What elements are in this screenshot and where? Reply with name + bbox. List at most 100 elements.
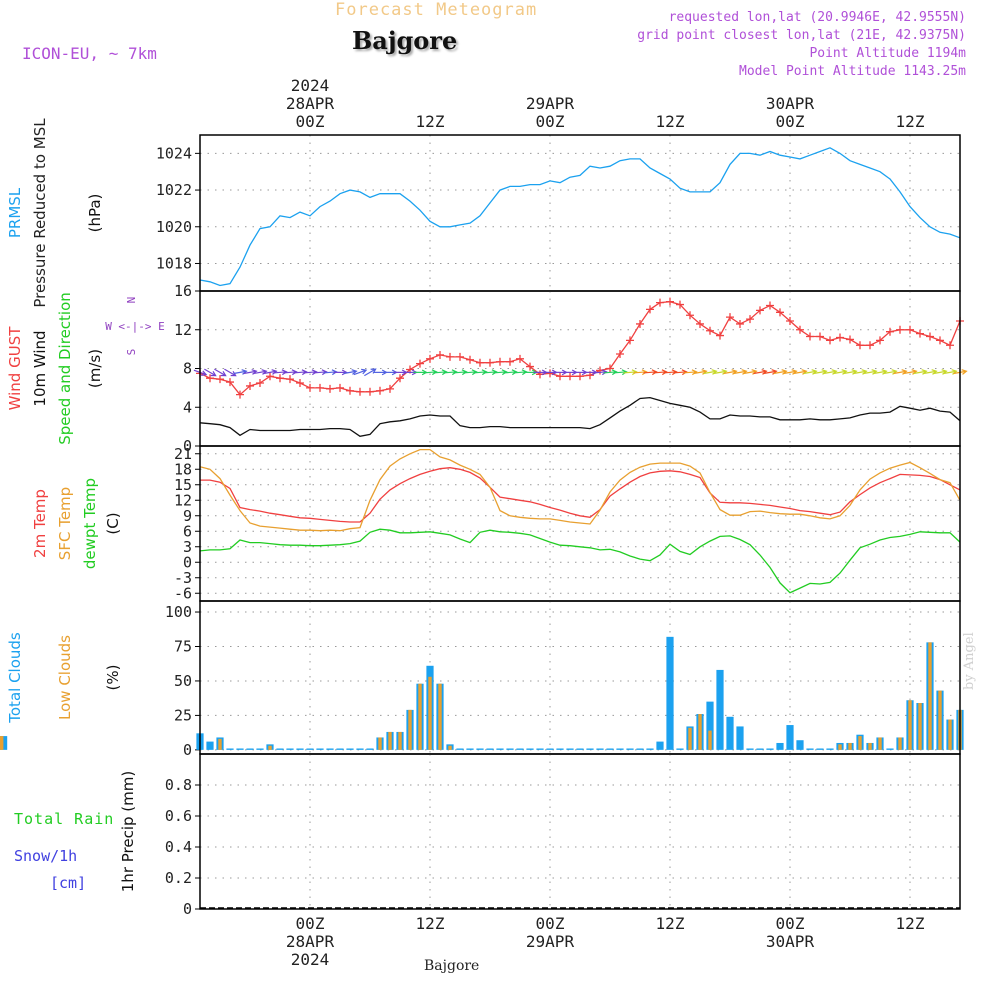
wind-arrow-head <box>671 369 678 376</box>
wind-arrow <box>623 369 638 376</box>
cloud-bar-total <box>556 748 564 750</box>
gust-marker <box>666 297 674 306</box>
series-line-dewpt-temp <box>199 528 961 594</box>
time-label-top: 28APR <box>286 94 335 113</box>
y-tick-label: 15 <box>174 476 192 494</box>
unit-label: (hPa) <box>86 194 104 233</box>
y-tick-label: 0.6 <box>165 807 192 825</box>
gust-marker <box>316 383 324 392</box>
cloud-bar-total <box>286 748 294 750</box>
wind-arrow-head <box>230 371 237 377</box>
wind-arrow-shaft <box>613 371 627 374</box>
wind-arrow-head <box>661 369 668 376</box>
wind-arrow-shaft <box>883 370 897 375</box>
wind-arrow-shaft <box>783 370 797 375</box>
panel-pressure: 1018 1020 1022 1024 PRMSL Pressure Reduced to… <box>6 118 961 308</box>
gust-marker <box>866 341 874 350</box>
gust-marker <box>876 336 884 345</box>
panel-precipitation: 0 0.2 0.4 0.6 0.8 Total Rain Snow/1h [cm] 1hr Pr… <box>14 753 961 918</box>
gust-marker <box>496 357 504 366</box>
wind-arrow-shaft <box>933 370 947 375</box>
wind-arrow <box>603 369 618 376</box>
gust-marker <box>276 374 284 383</box>
cloud-bar-total <box>296 748 304 750</box>
gust-marker <box>716 331 724 340</box>
y-tick-label: -3 <box>174 569 192 587</box>
wind-arrow <box>613 369 628 376</box>
cloud-bar-total <box>496 748 504 750</box>
wind-arrow-shaft <box>863 370 877 375</box>
wind-arrow-shaft <box>683 371 697 374</box>
wind-arrow <box>333 369 348 376</box>
wind-arrow <box>204 368 217 377</box>
wind-arrow-shaft <box>204 368 216 377</box>
gust-marker <box>646 305 654 314</box>
wind-arrow-shaft <box>893 370 907 375</box>
wind-arrow-shaft <box>423 371 437 374</box>
y-tick-label: 8 <box>183 360 192 378</box>
cloud-bar-total <box>476 748 484 750</box>
gust-marker <box>416 359 424 368</box>
wind-arrow-head <box>511 369 518 376</box>
gust-marker <box>916 329 924 338</box>
panel-clouds: 0 25 50 75 100 Total Clouds Low Clouds (%) <box>0 600 964 759</box>
wind-arrow-head <box>641 369 648 376</box>
wind-arrow-shaft <box>603 371 617 374</box>
gust-marker <box>286 375 294 384</box>
wind-arrow-shaft <box>283 371 297 374</box>
cloud-bar-total <box>656 741 664 750</box>
series-line-2m-temp <box>200 467 961 523</box>
y-tick-label: 12 <box>174 491 192 509</box>
cloud-bar-total <box>306 748 314 750</box>
y-tick-label: 6 <box>183 522 192 540</box>
wind-arrow <box>633 369 648 376</box>
wind-arrow-shaft <box>443 371 457 374</box>
footer-location: Bajgore <box>424 958 480 974</box>
wind-arrow-shaft <box>913 370 927 375</box>
cloud-bar-total <box>316 748 324 750</box>
wind-arrow-shaft <box>753 370 767 375</box>
wind-arrow-head <box>601 369 608 376</box>
wind-arrow-shaft <box>723 370 737 375</box>
cloud-bar-low <box>928 642 932 750</box>
wind-arrow-shaft <box>253 370 267 375</box>
y-tick-label: 0 <box>183 741 192 759</box>
y-tick-label: 50 <box>174 672 192 690</box>
wind-arrow <box>224 368 237 377</box>
gust-marker <box>816 332 824 341</box>
cloud-bar-total <box>326 748 334 750</box>
cloud-bar-total <box>766 748 774 750</box>
wind-arrow <box>643 369 658 376</box>
snow-label: Snow/1h <box>14 847 77 865</box>
wind-arrow-shaft <box>703 370 717 375</box>
cloud-bar-total <box>526 748 534 750</box>
gust-marker <box>636 319 644 328</box>
gust-marker <box>376 386 384 395</box>
wind-arrow-shaft <box>813 370 827 375</box>
cloud-bar-total <box>206 741 214 750</box>
requested-coordinates: requested lon,lat (20.9946E, 42.9555N) <box>668 10 966 25</box>
gust-marker <box>236 390 244 399</box>
wind-arrow-shaft <box>823 370 837 375</box>
point-altitude: Point Altitude 1194m <box>809 46 966 61</box>
y-tick-label: 0.4 <box>165 838 192 856</box>
cloud-bar-total <box>566 748 574 750</box>
time-label-top: 12Z <box>896 112 925 131</box>
gust-marker <box>706 326 714 335</box>
gust-marker <box>506 357 514 366</box>
cloud-bar-total <box>346 748 354 750</box>
panel-frame <box>199 600 961 755</box>
cloud-bar-total <box>886 748 894 750</box>
unit-label: (C) <box>104 512 122 534</box>
gust-marker <box>836 333 844 342</box>
cloud-bar-total <box>466 748 474 750</box>
wind-arrow-shaft <box>433 371 447 374</box>
time-label-top: 00Z <box>536 112 565 131</box>
cloud-bar-low <box>408 709 412 750</box>
cloud-bar-low <box>908 700 912 750</box>
cloud-bar-low <box>448 745 452 750</box>
compass-west-east: W <-|-> E <box>105 320 165 333</box>
cloud-bar-total <box>806 748 814 750</box>
series-label: 10m Wind <box>31 330 49 406</box>
cloud-bar-low <box>388 731 392 750</box>
